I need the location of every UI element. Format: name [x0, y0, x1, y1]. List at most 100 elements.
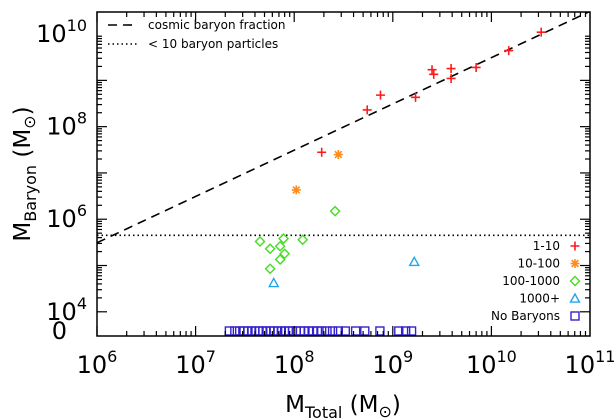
marker-plus [504, 46, 514, 56]
marker-legend-label: 10-100 [517, 257, 560, 271]
legend-layer: cosmic baryon fraction < 10 baryon partic… [108, 18, 581, 323]
y-tick-label: 106 [46, 201, 87, 233]
marker-plus [362, 105, 372, 115]
marker-plus [446, 64, 456, 74]
data-point [264, 243, 276, 255]
marker-square [316, 326, 327, 336]
marker-asterisk [291, 185, 301, 195]
axis-title-close: ) [392, 392, 401, 418]
data-point [375, 90, 385, 100]
marker-diamond [274, 240, 286, 252]
tick-base: 10 [274, 351, 305, 379]
tick-base: 10 [36, 20, 67, 48]
data-point [274, 240, 286, 252]
line-legend-label: < 10 baryon particles [148, 37, 278, 51]
data-point [224, 326, 235, 336]
marker-square [394, 326, 404, 336]
data-point [360, 326, 370, 336]
marker-square [322, 326, 332, 336]
marker-plus [446, 73, 456, 83]
series-1000- [268, 255, 420, 288]
marker-plus [317, 147, 327, 157]
data-point [427, 65, 437, 75]
tick-base: 10 [565, 351, 596, 379]
y-zero-label: 0 [52, 317, 67, 345]
marker-plus [375, 90, 385, 100]
series-10-100 [291, 150, 343, 195]
marker-diamond [264, 243, 276, 255]
plot-layer [97, 12, 590, 336]
data-point [317, 147, 327, 157]
data-point [297, 234, 309, 246]
tick-base: 10 [466, 351, 497, 379]
data-point [400, 326, 411, 336]
tick-base: 10 [46, 298, 77, 326]
marker-triangle [569, 292, 581, 303]
marker-triangle [268, 277, 280, 288]
data-point [329, 205, 341, 217]
series-no-baryons [224, 326, 417, 336]
data-point [536, 27, 546, 37]
x-tick-label: 106 [77, 347, 118, 379]
series-1-10 [317, 27, 546, 157]
marker-square [327, 326, 338, 336]
line-legend-label: cosmic baryon fraction [148, 18, 286, 32]
tick-exponent: 11 [595, 347, 615, 366]
marker-diamond [569, 275, 581, 287]
plot-frame [96, 11, 591, 337]
marker-diamond [329, 205, 341, 217]
data-point [406, 326, 417, 336]
data-point [291, 185, 301, 195]
marker-square [400, 326, 411, 336]
marker-plus [429, 69, 439, 79]
marker-asterisk [570, 259, 580, 268]
data-point [333, 326, 343, 336]
data-point [375, 326, 385, 336]
data-point [362, 105, 372, 115]
axis-title-sun: ⊙ [378, 402, 391, 420]
tick-exponent: 10 [496, 347, 516, 366]
axis-title-sun: ⊙ [20, 115, 39, 128]
tick-exponent: 6 [77, 201, 87, 220]
data-point [322, 326, 332, 336]
marker-square [360, 326, 370, 336]
data-point [429, 69, 439, 79]
marker-diamond [297, 234, 309, 246]
tick-exponent: 8 [304, 347, 314, 366]
tick-exponent: 4 [77, 294, 87, 313]
marker-legend-swatch [570, 311, 580, 321]
x-tick-label: 108 [274, 347, 315, 379]
axis-title-sub: Total [304, 403, 342, 420]
marker-legend-swatch [569, 275, 581, 287]
y-tick-label: 104 [46, 294, 87, 326]
tick-base: 10 [372, 351, 403, 379]
x-tick-label: 107 [175, 347, 216, 379]
marker-asterisk [333, 150, 343, 160]
marker-plus [427, 65, 437, 75]
marker-legend-label: 100-1000 [502, 274, 560, 288]
tick-base: 10 [77, 351, 108, 379]
data-point [316, 326, 327, 336]
axis-title-close: ) [10, 106, 36, 115]
data-point [504, 46, 514, 56]
marker-legend-swatch [570, 259, 580, 268]
data-point [471, 62, 481, 72]
marker-square [406, 326, 417, 336]
data-point [408, 255, 420, 267]
data-point [333, 150, 343, 160]
marker-square [230, 326, 240, 336]
marker-diamond [278, 233, 290, 245]
tick-exponent: 8 [77, 109, 87, 128]
axis-title-main: M [285, 392, 305, 418]
marker-square [224, 326, 235, 336]
data-point [230, 326, 240, 336]
marker-plus [411, 92, 421, 102]
marker-legend-swatch [570, 241, 580, 251]
marker-legend-swatch [569, 292, 581, 303]
marker-legend-label: 1-10 [533, 239, 560, 253]
marker-diamond [274, 253, 286, 265]
x-tick-label: 1011 [565, 347, 616, 379]
axes-layer: 106 107 108 109 1010 101110410610810100MTotal… [10, 11, 616, 420]
marker-plus [536, 27, 546, 37]
